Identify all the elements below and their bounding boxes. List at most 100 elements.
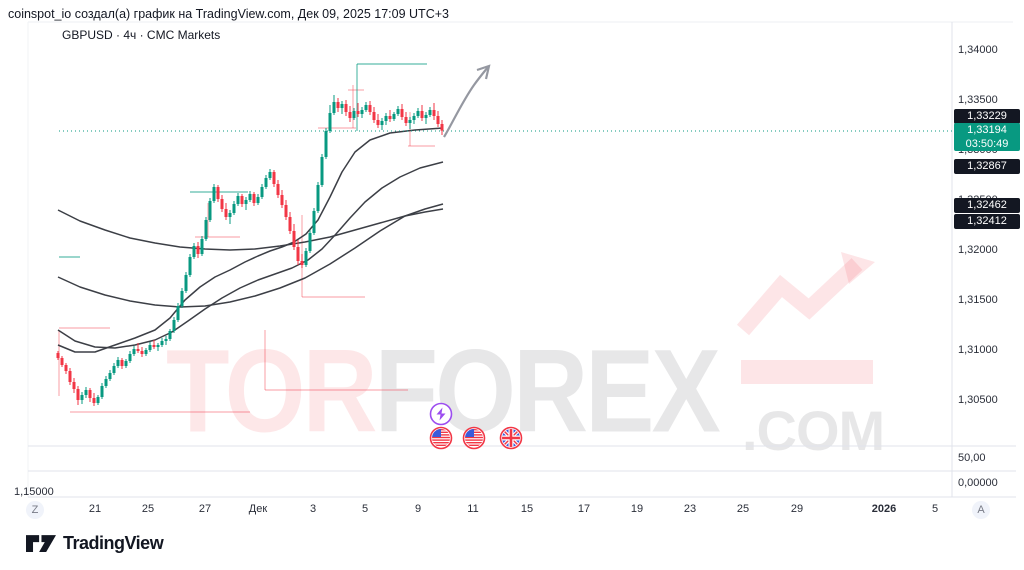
- candle-body: [196, 246, 200, 254]
- candle-body: [96, 397, 100, 403]
- candle-body: [340, 104, 344, 108]
- candle-body: [200, 239, 204, 254]
- candle-body: [384, 116, 388, 121]
- candle-body: [88, 390, 92, 398]
- candle-body: [220, 199, 224, 209]
- candle-body: [176, 306, 180, 320]
- candle-body: [300, 261, 304, 265]
- watermark-domain-suffix: .COM: [742, 399, 885, 462]
- candle-body: [324, 131, 328, 157]
- candle-body: [160, 341, 164, 345]
- candle-body: [280, 195, 284, 205]
- candle-body: [168, 331, 172, 339]
- candle-body: [100, 386, 104, 397]
- indicator-value-badge: 1,32867: [954, 159, 1020, 174]
- time-tick: 21: [88, 503, 102, 515]
- candle-body: [272, 172, 276, 184]
- candle-body: [72, 382, 76, 389]
- time-tick: 5: [361, 503, 369, 515]
- candle-body: [424, 115, 428, 118]
- candle-body: [292, 231, 296, 247]
- candle-body: [276, 184, 280, 195]
- time-tick: 25: [736, 503, 750, 515]
- pane2-last-value: 50,00: [958, 452, 986, 464]
- tradingview-logo-icon: [26, 535, 56, 552]
- time-tick: 27: [198, 503, 212, 515]
- us-flag-icon[interactable]: [429, 426, 453, 450]
- time-tick: Дек: [248, 503, 268, 515]
- candle-body: [308, 233, 312, 251]
- candle-body: [232, 204, 236, 213]
- candle-body: [152, 345, 156, 347]
- time-tick: 3: [309, 503, 317, 515]
- candle-body: [428, 110, 432, 115]
- candle-body: [376, 120, 380, 125]
- candle-body: [320, 157, 324, 185]
- timezone-button[interactable]: Z: [26, 501, 44, 519]
- price-tick: 1,33500: [958, 94, 998, 106]
- candle-body: [304, 251, 308, 265]
- candle-body: [436, 116, 440, 124]
- time-tick: 17: [577, 503, 591, 515]
- candle-body: [184, 275, 188, 291]
- candle-body: [344, 104, 348, 112]
- time-tick: 15: [520, 503, 534, 515]
- lightning-icon[interactable]: [429, 402, 453, 426]
- price-tick: 1,31000: [958, 344, 998, 356]
- candle-body: [260, 187, 264, 197]
- candle-body: [352, 111, 356, 118]
- candle-body: [360, 110, 364, 114]
- candle-body: [396, 109, 400, 114]
- candle-body: [192, 246, 196, 257]
- candle-body: [228, 213, 232, 217]
- time-tick: 11: [467, 503, 479, 515]
- candle-body: [264, 178, 268, 187]
- candle-body: [364, 105, 368, 110]
- candle-body: [416, 111, 420, 116]
- candle-body: [392, 114, 396, 119]
- time-tick: 5: [931, 503, 939, 515]
- candle-body: [128, 354, 132, 361]
- time-tick: 23: [683, 503, 697, 515]
- ma-slowest-line: [57, 208, 444, 251]
- candle-body: [236, 196, 240, 204]
- candle-body: [256, 197, 260, 203]
- candle-body: [388, 116, 392, 119]
- watermark-brand-prefix: TOR: [166, 326, 378, 458]
- tradingview-logo[interactable]: TradingView: [26, 533, 164, 554]
- us-flag-icon[interactable]: [462, 426, 486, 450]
- chart-legend[interactable]: GBPUSD · 4ч · CMC Markets: [62, 28, 221, 42]
- candle-body: [108, 373, 112, 379]
- candle-body: [296, 247, 300, 261]
- time-tick: 9: [414, 503, 422, 515]
- time-tick: 2026: [871, 503, 897, 515]
- candle-body: [144, 350, 148, 354]
- candle-body: [124, 361, 128, 366]
- candle-body: [208, 201, 212, 220]
- candle-body: [120, 360, 124, 366]
- current-price-value: 1,33194: [967, 124, 1007, 136]
- candle-body: [116, 360, 120, 366]
- candle-body: [316, 185, 320, 211]
- indicator-value-badge: 1,32462: [954, 198, 1020, 213]
- candle-body: [400, 109, 404, 117]
- price-tick: 1,30500: [958, 394, 998, 406]
- left-scale-label: 1,15000: [14, 486, 54, 498]
- candle-body: [92, 398, 96, 403]
- candle-body: [164, 339, 168, 341]
- price-tick: 1,32000: [958, 244, 998, 256]
- candle-body: [356, 111, 360, 114]
- candle-body: [104, 379, 108, 386]
- auto-scale-button[interactable]: A: [972, 501, 990, 519]
- uk-flag-icon[interactable]: [499, 426, 523, 450]
- projection-arrow: [443, 66, 489, 138]
- candle-body: [204, 220, 208, 239]
- candle-body: [132, 349, 136, 354]
- ma-medium-line: [57, 161, 444, 349]
- candle-body: [240, 196, 244, 204]
- candle-body: [84, 390, 88, 395]
- candle-body: [268, 172, 272, 178]
- candle-body: [408, 120, 412, 123]
- time-tick: 29: [790, 503, 804, 515]
